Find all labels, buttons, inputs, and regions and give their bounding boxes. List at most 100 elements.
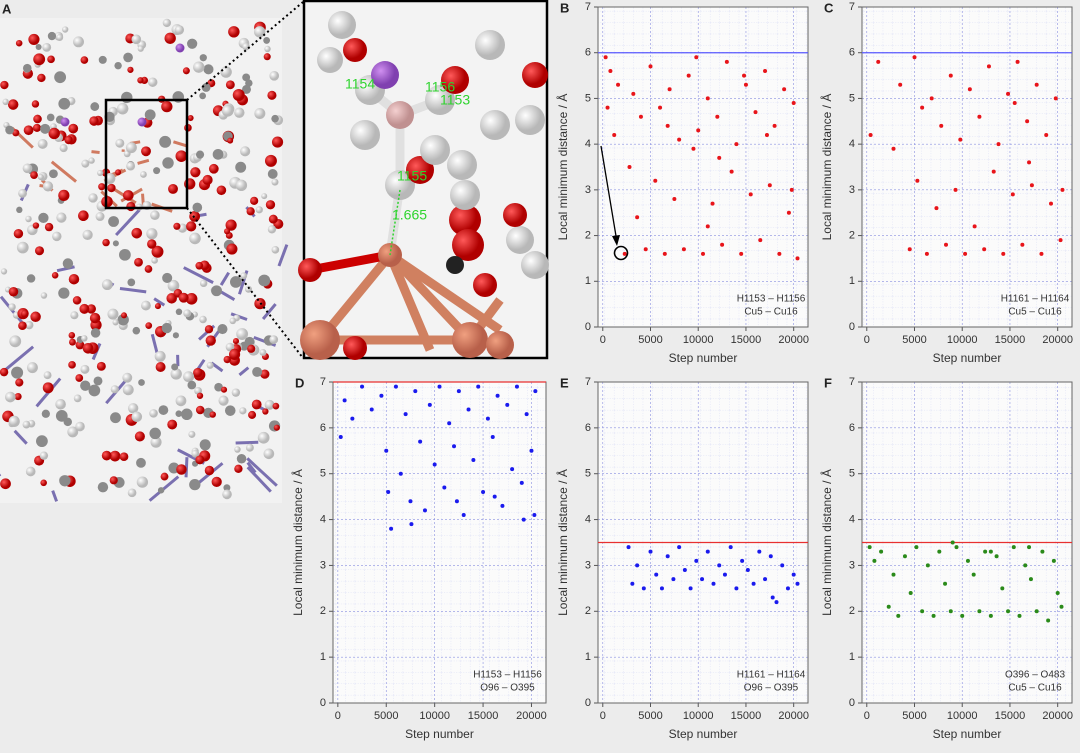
atom	[144, 109, 156, 121]
y-tick-label: 7	[849, 1, 855, 13]
lattice-bond	[184, 457, 189, 478]
point	[705, 96, 710, 101]
atom	[162, 157, 174, 169]
point	[471, 457, 476, 462]
point	[791, 572, 796, 577]
atom	[178, 292, 189, 303]
point	[717, 155, 722, 160]
point	[1010, 192, 1015, 197]
point	[413, 389, 418, 394]
atom	[109, 450, 121, 462]
point	[912, 55, 917, 60]
point	[1027, 545, 1032, 550]
point	[1055, 590, 1060, 595]
atom	[97, 169, 104, 177]
point	[1020, 242, 1025, 247]
atom	[59, 475, 71, 487]
lattice-bond	[277, 244, 289, 267]
atom	[122, 372, 133, 383]
atom	[56, 34, 64, 41]
point	[389, 526, 394, 531]
x-tick-label: 0	[600, 334, 606, 346]
x-tick-label: 5000	[902, 710, 926, 722]
atom	[212, 148, 224, 160]
y-tick-label: 2	[320, 605, 326, 617]
atom	[199, 92, 207, 100]
atom	[93, 376, 103, 386]
point	[757, 549, 762, 554]
atom	[185, 292, 198, 305]
annotation: H1161 – H1164	[1001, 294, 1070, 305]
point	[872, 558, 877, 563]
atom	[190, 167, 201, 178]
atom	[42, 382, 54, 394]
atom	[5, 125, 15, 135]
atom	[234, 446, 241, 453]
point	[677, 545, 682, 550]
point	[701, 251, 705, 256]
atom	[199, 439, 211, 451]
atom	[175, 150, 188, 163]
atom	[168, 183, 178, 194]
point	[953, 187, 958, 192]
point	[977, 609, 982, 614]
y-tick-label: 5	[849, 468, 855, 480]
x-tick-label: 0	[864, 710, 870, 722]
atom	[131, 34, 142, 45]
point	[770, 595, 775, 600]
y-tick-label: 2	[849, 229, 855, 241]
zoom-box	[104, 98, 189, 210]
point	[1029, 183, 1034, 188]
molecular-scene	[0, 18, 289, 503]
atom	[25, 320, 34, 330]
atom	[271, 114, 279, 123]
atom	[107, 308, 119, 320]
y-axis-title: Local minimum distance / Å	[819, 94, 834, 241]
point	[672, 197, 677, 201]
point	[780, 563, 785, 568]
point	[461, 512, 466, 517]
inset: 1154 1156 1153 1155 1.665	[298, 0, 549, 360]
point	[777, 251, 782, 256]
point	[653, 178, 658, 183]
atom	[235, 161, 247, 173]
atom	[2, 98, 9, 106]
point	[682, 568, 687, 573]
y-tick-label: 6	[849, 422, 855, 434]
atom	[127, 403, 139, 414]
annotation: H1153 – H1156	[473, 670, 542, 681]
y-tick-label: 5	[585, 92, 591, 104]
atom	[82, 342, 94, 354]
point	[1046, 618, 1051, 623]
atom	[224, 228, 231, 235]
atom	[25, 215, 32, 223]
annotation: Cu5 – Cu16	[1008, 683, 1062, 694]
y-tick-label: 2	[585, 229, 591, 241]
x-tick-label: 20000	[778, 710, 809, 722]
point	[1011, 545, 1016, 550]
point	[724, 59, 729, 64]
atom	[221, 104, 234, 117]
point	[1053, 96, 1058, 101]
point	[960, 613, 965, 618]
point	[422, 508, 427, 513]
point	[1000, 586, 1005, 591]
atom	[167, 419, 178, 430]
lattice-bond	[261, 303, 277, 320]
x-tick-label: 15000	[731, 710, 762, 722]
point	[963, 251, 968, 256]
atom	[69, 338, 76, 346]
atom	[147, 77, 158, 87]
point	[929, 96, 934, 101]
atom	[116, 102, 129, 115]
atom	[203, 64, 214, 75]
atom	[8, 286, 19, 297]
point	[379, 393, 384, 398]
atom	[187, 380, 197, 390]
atom	[239, 407, 247, 415]
lattice-bond	[246, 457, 278, 487]
x-tick-label: 15000	[468, 710, 499, 722]
point	[630, 581, 635, 586]
atom	[23, 125, 34, 136]
atom	[42, 181, 54, 192]
